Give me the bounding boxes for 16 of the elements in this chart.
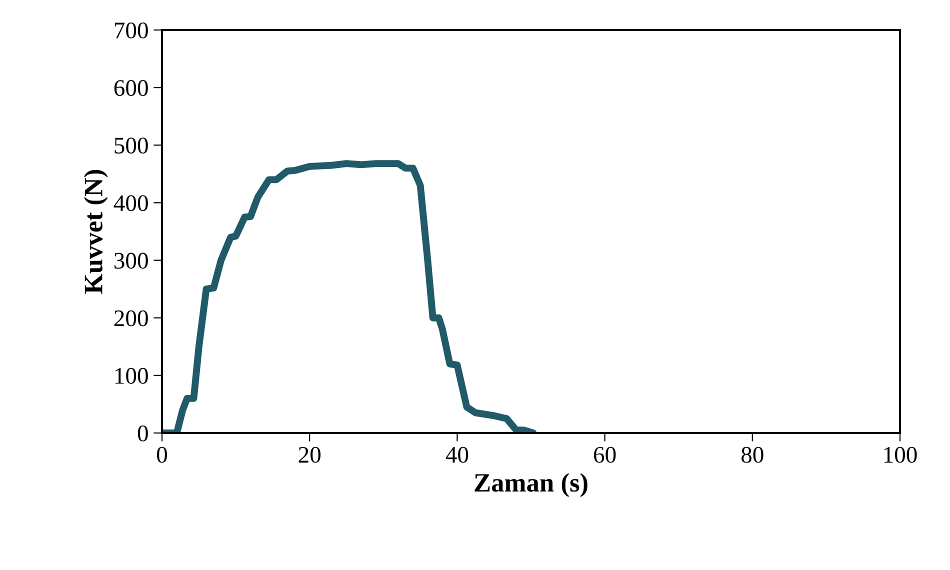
y-tick-label: 400 (114, 195, 148, 212)
y-tick-label: 0 (138, 425, 148, 442)
y-tick-label: 600 (114, 80, 148, 96)
x-tick-label: 20 (298, 446, 321, 463)
y-tick-label: 200 (114, 310, 148, 326)
y-tick-label: 500 (114, 138, 148, 154)
y-tick-label: 700 (114, 22, 148, 38)
y-tick-label: 300 (114, 252, 148, 269)
x-tick-label: 100 (884, 446, 917, 463)
x-tick-label: 40 (446, 446, 468, 463)
x-axis-title: Zaman (s) (474, 473, 588, 498)
y-axis-title: Kuvvet (N) (84, 170, 108, 294)
x-tick-label: 80 (741, 446, 764, 463)
y-tick-label: 100 (115, 368, 148, 384)
x-tick-label: 0 (156, 446, 168, 463)
x-tick-label: 60 (594, 446, 616, 463)
